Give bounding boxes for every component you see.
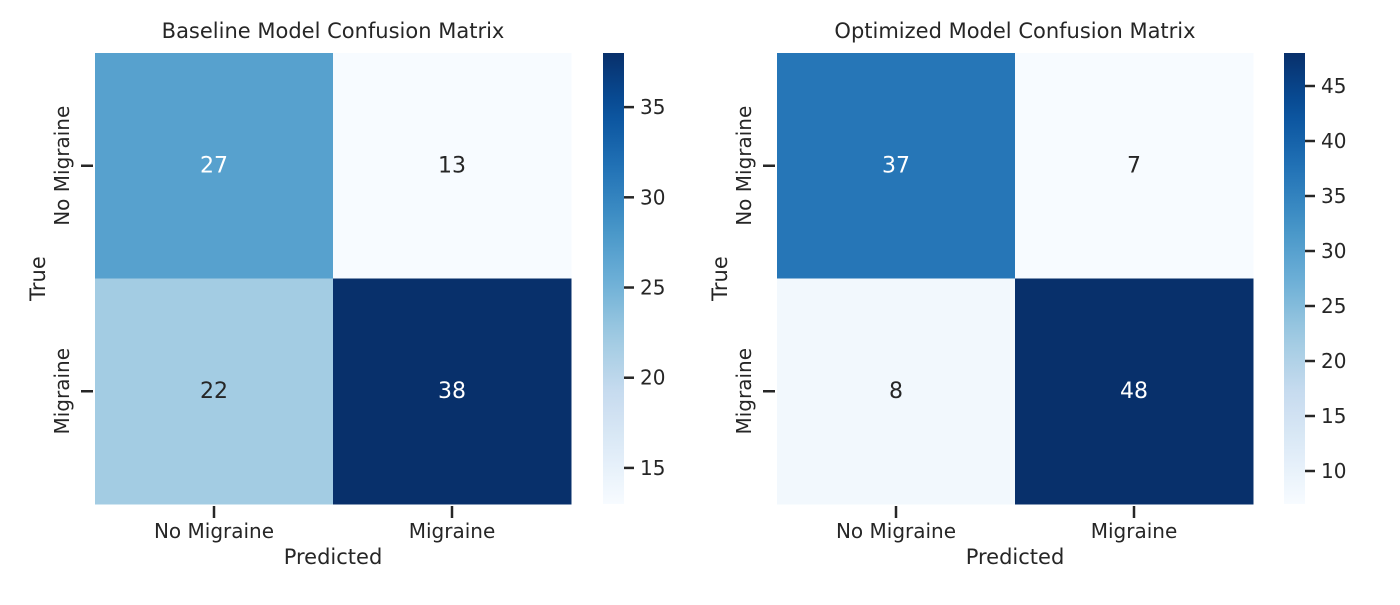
optimized-colorbar-tick-label-4: 30	[1321, 239, 1346, 263]
optimized-y-tick-label-1: Migraine	[732, 348, 756, 435]
baseline-x-axis-label: Predicted	[284, 545, 383, 569]
optimized-x-tick-label-0: No Migraine	[836, 519, 956, 543]
baseline-y-axis-label: True	[26, 256, 50, 302]
baseline-cell-r1-c1	[333, 278, 572, 505]
optimized-y-axis-label: True	[708, 256, 732, 302]
baseline-colorbar-tick-label-2: 25	[640, 276, 665, 300]
optimized-cell-label-r0-c0: 37	[882, 153, 910, 178]
baseline-cell-label-r1-c1: 38	[438, 379, 466, 404]
optimized-colorbar-tick-label-1: 15	[1321, 404, 1346, 428]
optimized-colorbar-tick-label-2: 20	[1321, 349, 1346, 373]
optimized-cell-label-r1-c1: 48	[1120, 379, 1148, 404]
baseline-cell-label-r0-c1: 13	[438, 153, 466, 178]
optimized-colorbar	[1284, 53, 1305, 504]
baseline-colorbar-tick-label-4: 35	[640, 95, 665, 119]
baseline-chart-title: Baseline Model Confusion Matrix	[162, 19, 505, 43]
optimized-chart-title: Optimized Model Confusion Matrix	[834, 19, 1195, 43]
optimized-cell-r0-c0	[777, 53, 1016, 279]
baseline-colorbar	[603, 53, 624, 504]
optimized-y-tick-label-0: No Migraine	[732, 106, 756, 226]
optimized-colorbar-tick-label-0: 10	[1321, 459, 1346, 483]
baseline-x-tick-label-0: No Migraine	[154, 519, 274, 543]
baseline-cell-r0-c0	[95, 53, 334, 279]
optimized-cell-r0-c1	[1015, 53, 1254, 279]
baseline-cell-label-r1-c0: 22	[200, 379, 228, 404]
optimized-cell-label-r0-c1: 7	[1127, 153, 1141, 178]
baseline-colorbar-tick-label-0: 15	[640, 456, 665, 480]
optimized-colorbar-tick-label-7: 45	[1321, 74, 1346, 98]
optimized-colorbar-tick-label-5: 35	[1321, 184, 1346, 208]
baseline-x-tick-label-1: Migraine	[409, 519, 496, 543]
baseline-cell-r0-c1	[333, 53, 572, 279]
optimized-x-axis-label: Predicted	[966, 545, 1065, 569]
optimized-x-tick-label-1: Migraine	[1091, 519, 1178, 543]
baseline-y-tick-label-0: No Migraine	[50, 106, 74, 226]
optimized-cell-label-r1-c0: 8	[889, 379, 903, 404]
optimized-cell-r1-c0	[777, 278, 1016, 505]
optimized-colorbar-tick-label-3: 25	[1321, 294, 1346, 318]
baseline-cell-r1-c0	[95, 278, 334, 505]
optimized-cell-r1-c1	[1015, 278, 1254, 505]
baseline-colorbar-tick-label-1: 20	[640, 366, 665, 390]
optimized-colorbar-tick-label-6: 40	[1321, 129, 1346, 153]
baseline-y-tick-label-1: Migraine	[50, 348, 74, 435]
baseline-colorbar-tick-label-3: 30	[640, 185, 665, 209]
baseline-cell-label-r0-c0: 27	[200, 153, 228, 178]
